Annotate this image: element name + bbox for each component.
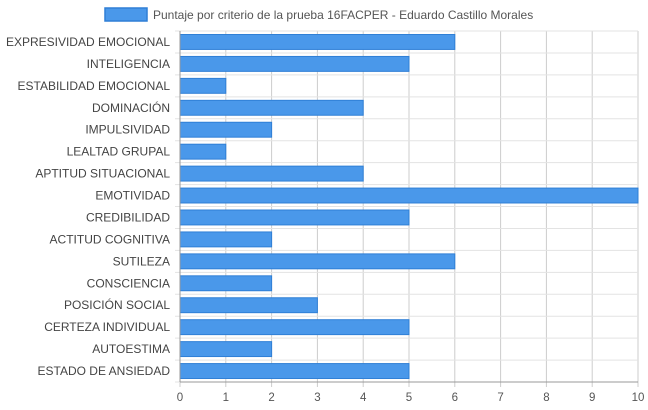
category-label: EXPRESIVIDAD EMOCIONAL: [6, 35, 170, 49]
x-tick-label: 8: [543, 392, 549, 404]
legend[interactable]: Puntaje por criterio de la prueba 16FACP…: [104, 7, 533, 22]
category-label: DOMINACIÓN: [92, 100, 170, 115]
axes: [179, 31, 638, 383]
bar[interactable]: [179, 165, 364, 182]
bar[interactable]: [179, 231, 273, 248]
bar[interactable]: [179, 99, 364, 116]
category-label: AUTOESTIMA: [92, 342, 170, 356]
category-label: EMOTIVIDAD: [95, 189, 170, 203]
x-tick-label: 7: [497, 392, 503, 404]
bar[interactable]: [179, 363, 410, 379]
bar[interactable]: [179, 297, 318, 314]
category-label: CONSCIENCIA: [87, 276, 170, 290]
x-tick-labels: 0 1 2 3 4 5 6 7 8 9 10: [177, 392, 645, 404]
category-label: CERTEZA INDIVIDUAL: [44, 320, 170, 334]
category-label: LEALTAD GRUPAL: [67, 145, 171, 159]
bar[interactable]: [179, 275, 273, 292]
category-label: CREDIBILIDAD: [86, 210, 170, 224]
category-labels: EXPRESIVIDAD EMOCIONAL INTELIGENCIA ESTABI…: [6, 35, 170, 378]
bars: [179, 34, 639, 379]
legend-swatch: [104, 7, 148, 22]
bar[interactable]: [179, 143, 227, 160]
bar[interactable]: [179, 341, 273, 358]
category-label: IMPULSIVIDAD: [85, 123, 170, 137]
bar[interactable]: [179, 55, 410, 72]
category-label: POSICIÓN SOCIAL: [64, 297, 170, 312]
x-tick-label: 1: [223, 392, 229, 404]
bar[interactable]: [179, 121, 273, 138]
category-label: SUTILEZA: [113, 254, 170, 268]
category-label: INTELIGENCIA: [87, 57, 170, 71]
x-tick-label: 9: [589, 392, 595, 404]
bar[interactable]: [179, 253, 456, 270]
grid: [175, 30, 639, 387]
category-label: ESTADO DE ANSIEDAD: [38, 364, 171, 378]
bar[interactable]: [179, 77, 227, 94]
bar[interactable]: [179, 209, 410, 226]
x-tick-label: 2: [268, 392, 274, 404]
legend-label: Puntaje por criterio de la prueba 16FACP…: [153, 8, 533, 22]
category-label: APTITUD SITUACIONAL: [35, 167, 170, 181]
bar[interactable]: [179, 319, 410, 336]
bar[interactable]: [179, 187, 639, 204]
category-label: ESTABILIDAD EMOCIONAL: [18, 79, 171, 93]
x-tick-label: 6: [452, 392, 458, 404]
x-tick-label: 10: [632, 392, 645, 404]
x-tick-label: 5: [406, 392, 412, 404]
category-label: ACTITUD COGNITIVA: [50, 232, 170, 246]
x-tick-label: 0: [177, 392, 183, 404]
x-tick-label: 3: [314, 392, 320, 404]
x-tick-label: 4: [360, 392, 367, 404]
bar[interactable]: [179, 34, 456, 50]
